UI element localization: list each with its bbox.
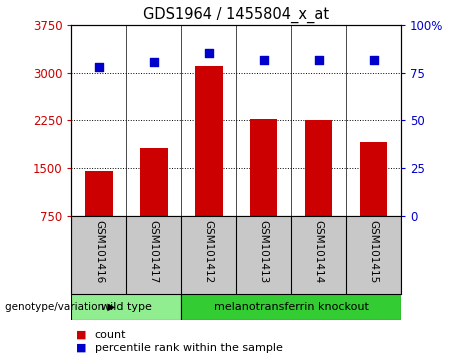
Point bbox=[205, 51, 213, 56]
Bar bbox=[250, 119, 278, 216]
Bar bbox=[360, 142, 387, 216]
Bar bbox=[181, 294, 401, 320]
Text: genotype/variation ▶: genotype/variation ▶ bbox=[5, 302, 115, 312]
Point bbox=[150, 59, 158, 65]
Text: GSM101416: GSM101416 bbox=[94, 220, 104, 283]
Point bbox=[315, 57, 322, 63]
Point bbox=[95, 64, 103, 70]
Text: percentile rank within the sample: percentile rank within the sample bbox=[95, 343, 283, 353]
Text: GSM101415: GSM101415 bbox=[369, 220, 378, 283]
Text: GSM101417: GSM101417 bbox=[149, 220, 159, 283]
Point bbox=[260, 57, 267, 63]
Text: ■: ■ bbox=[76, 343, 87, 353]
Text: GSM101413: GSM101413 bbox=[259, 220, 269, 283]
Bar bbox=[305, 120, 332, 216]
Text: GSM101412: GSM101412 bbox=[204, 220, 214, 283]
Text: melanotransferrin knockout: melanotransferrin knockout bbox=[214, 302, 369, 312]
Bar bbox=[195, 65, 223, 216]
Bar bbox=[85, 171, 112, 216]
Text: count: count bbox=[95, 330, 126, 339]
Title: GDS1964 / 1455804_x_at: GDS1964 / 1455804_x_at bbox=[143, 7, 329, 23]
Text: wild type: wild type bbox=[101, 302, 152, 312]
Text: GSM101414: GSM101414 bbox=[313, 220, 324, 283]
Text: ■: ■ bbox=[76, 330, 87, 339]
Bar bbox=[71, 294, 181, 320]
Point bbox=[370, 57, 377, 63]
Bar bbox=[140, 148, 168, 216]
